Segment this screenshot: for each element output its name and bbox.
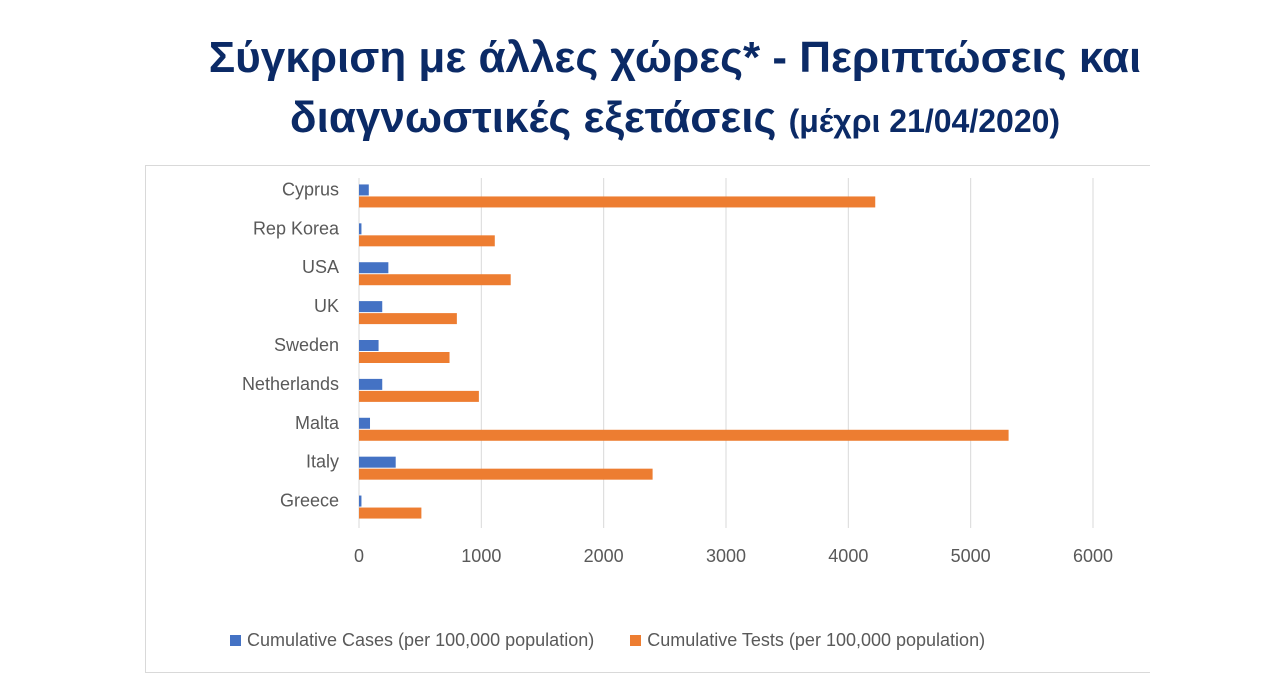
legend-item-cases: Cumulative Cases (per 100,000 population… [230,630,594,651]
bar-cases-netherlands [359,378,383,390]
x-tick-label: 1000 [461,546,501,566]
x-tick-labels: 0 1000 2000 3000 4000 5000 6000 [354,546,1113,566]
slide-title: Σύγκριση με άλλες χώρες* - Περιπτώσεις κ… [150,28,1200,151]
legend-item-tests: Cumulative Tests (per 100,000 population… [630,630,985,651]
bar-cases-greece [359,495,362,507]
category-labels: Cyprus Rep Korea USA UK Sweden Netherlands Mal… [242,179,340,510]
bars [359,184,1009,519]
slide-title-main: Σύγκριση με άλλες χώρες* - Περιπτώσεις κ… [208,33,1142,142]
bar-tests-usa [359,274,511,286]
x-tick-label: 2000 [584,546,624,566]
legend-swatch-cases [230,635,241,646]
bar-chart: Cyprus Rep Korea USA UK Sweden Netherlands Mal… [242,178,1113,566]
category-label: Greece [280,491,339,511]
bar-cases-usa [359,262,389,274]
category-label: Rep Korea [253,218,340,238]
chart-frame: Cyprus Rep Korea USA UK Sweden Netherlands Mal… [145,165,1150,673]
bar-tests-italy [359,468,653,480]
legend: Cumulative Cases (per 100,000 population… [230,630,1021,651]
category-label: Sweden [274,335,339,355]
bar-cases-cyprus [359,184,369,196]
category-label: Malta [295,413,340,433]
slide-title-date: (μέχρι 21/04/2020) [788,103,1061,139]
bar-cases-rep-korea [359,223,362,235]
bar-cases-sweden [359,340,379,351]
category-label: Cyprus [282,179,339,199]
x-tick-label: 0 [354,546,364,566]
x-tick-label: 3000 [706,546,746,566]
bar-cases-italy [359,456,396,468]
legend-label-cases: Cumulative Cases (per 100,000 population… [247,630,595,650]
bar-tests-netherlands [359,390,479,402]
bar-tests-uk [359,313,457,325]
x-tick-label: 5000 [951,546,991,566]
category-label: Italy [306,452,339,472]
category-label: UK [314,296,339,316]
x-tick-label: 6000 [1073,546,1113,566]
bar-cases-uk [359,301,383,313]
legend-label-tests: Cumulative Tests (per 100,000 population… [647,630,986,650]
bar-tests-greece [359,507,422,519]
bar-tests-sweden [359,352,450,363]
bar-cases-malta [359,417,371,429]
legend-swatch-tests [630,635,642,646]
x-tick-label: 4000 [828,546,868,566]
category-label: USA [302,257,339,277]
bar-tests-malta [359,429,1009,441]
category-label: Netherlands [242,374,339,394]
bar-tests-cyprus [359,196,876,208]
bar-tests-rep-korea [359,235,495,247]
